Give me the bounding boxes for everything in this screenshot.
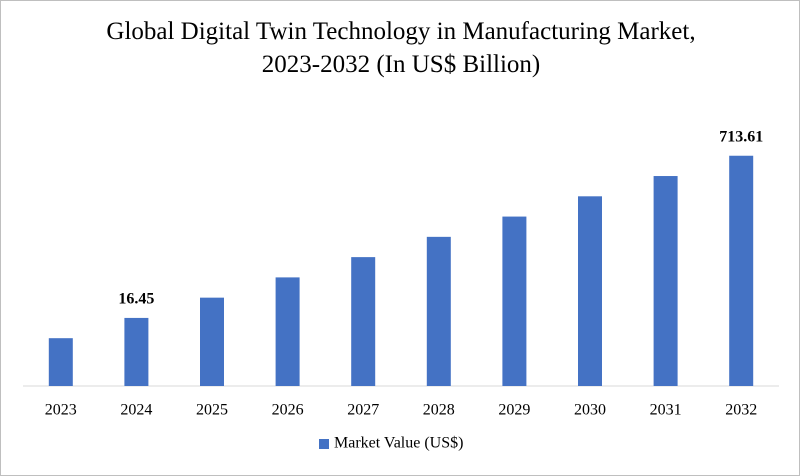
bar — [200, 297, 224, 386]
data-label: 16.45 — [118, 291, 154, 308]
bar — [124, 317, 149, 386]
x-tick-label: 2024 — [120, 402, 152, 419]
x-tick-label: 2026 — [272, 402, 304, 419]
bar — [275, 277, 300, 386]
x-tick-label: 2029 — [498, 402, 530, 419]
chart-title: Global Digital Twin Technology in Manufa… — [106, 18, 696, 78]
x-tick-label: 2027 — [347, 402, 379, 419]
bar — [351, 257, 376, 386]
x-tick-label: 2023 — [45, 402, 77, 419]
legend-label: Market Value (US$) — [334, 435, 463, 452]
data-label: 713.61 — [719, 128, 763, 145]
x-tick-label: 2032 — [725, 402, 757, 419]
x-tick-label: 2025 — [196, 402, 228, 419]
bar — [502, 216, 527, 386]
bar — [729, 155, 754, 386]
bar — [578, 196, 602, 386]
x-tick-label: 2031 — [650, 402, 682, 419]
x-tick-label: 2030 — [574, 402, 606, 419]
bar — [426, 236, 451, 386]
bar — [48, 338, 73, 386]
x-tick-label: 2028 — [423, 402, 455, 419]
legend-swatch — [319, 439, 329, 449]
bar — [653, 176, 678, 386]
